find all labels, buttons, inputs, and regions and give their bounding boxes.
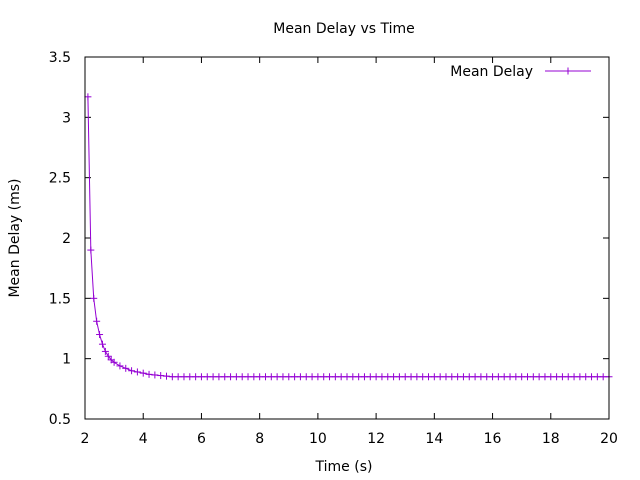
- y-tick-label: 2: [62, 231, 71, 247]
- data-point: [84, 93, 92, 101]
- x-tick-label: 14: [425, 431, 443, 447]
- x-tick-label: 18: [542, 431, 560, 447]
- data-point: [145, 370, 153, 378]
- data-point: [133, 368, 141, 376]
- series-line: [87, 96, 609, 378]
- x-tick-label: 6: [197, 431, 206, 447]
- y-tick-label: 3.5: [49, 50, 71, 66]
- data-point: [110, 358, 118, 366]
- y-tick-label: 1: [62, 352, 71, 368]
- data-point: [87, 246, 95, 254]
- data-point: [122, 364, 130, 372]
- legend-marker: [564, 67, 572, 75]
- x-tick-label: 16: [484, 431, 502, 447]
- data-point: [116, 362, 124, 370]
- x-tick-label: 8: [255, 431, 264, 447]
- data-point: [128, 367, 136, 375]
- x-axis-label: Time (s): [315, 459, 373, 475]
- data-point: [157, 372, 165, 380]
- plot-frame: [84, 56, 610, 420]
- data-point: [101, 347, 109, 355]
- x-tick-label: 2: [81, 431, 90, 447]
- y-tick-label: 3: [62, 110, 71, 126]
- data-point: [90, 294, 98, 302]
- axes: 2 4 6 8 10 12 14 16 18 20 0.5 1 1.5 2 2.5 3 3.5: [49, 50, 618, 447]
- x-tick-label: 10: [309, 431, 327, 447]
- x-tick-label: 4: [139, 431, 148, 447]
- x-tick-label: 12: [367, 431, 385, 447]
- data-point: [93, 317, 101, 325]
- data-point: [151, 371, 159, 379]
- series-layer: [84, 93, 613, 381]
- y-tick-label: 0.5: [49, 412, 71, 428]
- data-point: [163, 372, 171, 380]
- chart-title: Mean Delay vs Time: [273, 21, 414, 37]
- data-point: [96, 331, 104, 339]
- data-point: [98, 340, 106, 348]
- data-point: [104, 352, 112, 360]
- x-tick-label: 20: [600, 431, 618, 447]
- data-point: [139, 369, 147, 377]
- legend-label: Mean Delay: [450, 64, 533, 80]
- legend: Mean Delay: [450, 64, 591, 80]
- y-axis-label: Mean Delay (ms): [7, 178, 23, 297]
- y-tick-label: 2.5: [49, 171, 71, 187]
- y-tick-label: 1.5: [49, 291, 71, 307]
